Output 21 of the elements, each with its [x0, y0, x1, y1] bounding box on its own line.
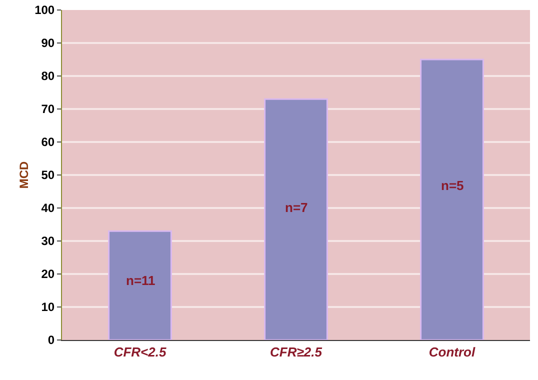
y-tick-label: 50: [41, 168, 55, 182]
y-tick-label: 20: [41, 267, 55, 282]
y-tick-label: 40: [41, 201, 55, 216]
y-tick-label: 60: [41, 135, 55, 150]
x-tick-label: Control: [428, 344, 476, 360]
annotation: n=11: [126, 273, 156, 288]
y-tick-label: 10: [41, 300, 55, 314]
annotation: n=7: [285, 200, 308, 215]
y-axis-title: MCD: [17, 161, 31, 189]
x-tick-label: CFR≥2.5: [270, 344, 323, 360]
y-tick-label: 80: [41, 69, 55, 84]
y-tick-label: 90: [41, 36, 55, 50]
bar: [420, 58, 484, 340]
y-tick-label: 70: [41, 102, 55, 116]
y-tick-label: 30: [41, 234, 55, 248]
y-tick-label: 0: [48, 333, 55, 348]
bar: [264, 98, 328, 340]
bar: [108, 230, 172, 340]
annotation: n=5: [441, 178, 464, 193]
y-tick-label: 100: [34, 3, 55, 18]
x-tick-label: CFR<2.5: [114, 344, 167, 360]
